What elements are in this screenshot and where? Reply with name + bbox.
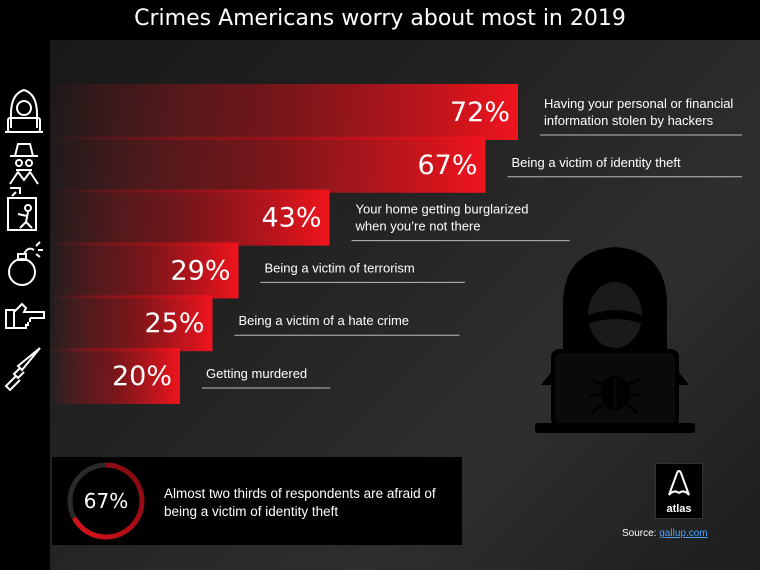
value-label-1: 72%: [450, 97, 510, 128]
atlas-logo-icon: [668, 470, 690, 496]
chart-title: Crimes Americans worry about most in 201…: [134, 6, 626, 31]
value-label-4: 29%: [170, 255, 230, 286]
atlas-logo: atlas: [655, 463, 703, 519]
title-bar: [0, 0, 760, 40]
source-label: Source:: [622, 528, 657, 539]
bomb-icon: [8, 241, 43, 286]
value-label-2: 67%: [417, 150, 477, 181]
category-label-5-line-1: Being a victim of a hate crime: [239, 313, 410, 328]
source-link[interactable]: gallup.com: [659, 528, 708, 539]
spy-icon: [9, 143, 39, 185]
progress-ring: [67, 462, 145, 540]
hacker-laptop-icon: [535, 247, 695, 433]
value-label-5: 25%: [144, 308, 204, 339]
category-label-2-line-1: Being a victim of identity theft: [512, 155, 681, 170]
burglar-icon: [7, 187, 37, 231]
bar-4: [50, 242, 239, 299]
category-label-1-line-2: information stolen by hackers: [544, 113, 714, 128]
knife-icon: [4, 347, 41, 392]
category-label-3-line-2: when you’re not there: [355, 219, 481, 234]
bug-icon: [589, 375, 641, 415]
bar-1: [50, 84, 518, 140]
logo-text: atlas: [666, 503, 692, 515]
callout-box: 67% Almost two thirds of respondents are…: [52, 457, 462, 545]
category-label-1-line-1: Having your personal or financial: [544, 96, 733, 111]
category-label-4-line-1: Being a victim of terrorism: [265, 260, 415, 275]
value-label-3: 43%: [261, 203, 321, 234]
bar-3: [50, 189, 330, 246]
callout-text: Almost two thirds of respondents are afr…: [164, 486, 436, 519]
value-label-6: 20%: [112, 361, 172, 392]
category-label-6-line-1: Getting murdered: [206, 366, 307, 381]
callout-value: 67%: [83, 489, 129, 513]
hacker-icon: [5, 88, 43, 133]
bar-5: [50, 295, 213, 352]
source-note: Source: gallup.com: [622, 528, 708, 539]
bar-6: [50, 348, 180, 404]
category-label-3-line-1: Your home getting burglarized: [356, 202, 529, 217]
pointing-hand-icon: [5, 302, 45, 329]
bar-2: [50, 136, 486, 193]
